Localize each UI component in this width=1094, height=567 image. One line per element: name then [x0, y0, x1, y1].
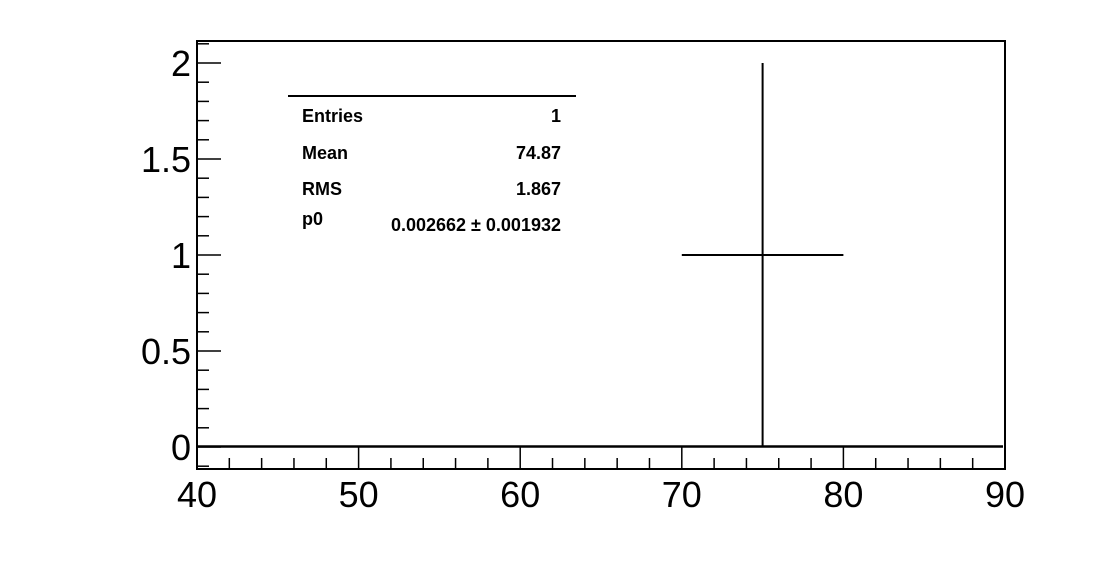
y-tick-label: 0 — [171, 427, 191, 468]
x-tick-labels: 40 50 60 70 80 90 — [177, 474, 1025, 515]
stats-label: Mean — [302, 143, 348, 163]
y-tick-label: 2 — [171, 43, 191, 84]
y-tick-labels: 0 0.5 1 1.5 2 — [141, 43, 191, 468]
x-tick-label: 90 — [985, 474, 1025, 515]
y-tick-label: 0.5 — [141, 331, 191, 372]
x-tick-label: 70 — [662, 474, 702, 515]
stats-value: 0.002662 ± 0.001932 — [391, 215, 561, 235]
data-marks — [197, 63, 1003, 448]
x-tick-label: 40 — [177, 474, 217, 515]
stats-label: RMS — [302, 179, 342, 199]
y-tick-label: 1.5 — [141, 139, 191, 180]
stats-value: 1 — [551, 106, 561, 126]
stats-label: p0 — [302, 209, 323, 229]
x-tick-label: 50 — [339, 474, 379, 515]
x-tick-label: 60 — [500, 474, 540, 515]
stats-value: 1.867 — [516, 179, 561, 199]
stats-value: 74.87 — [516, 143, 561, 163]
y-tick-label: 1 — [171, 235, 191, 276]
stats-label: Entries — [302, 106, 363, 126]
stats-box: Entries 1 Mean 74.87 RMS 1.867 p0 0.002662 ± 0.… — [288, 95, 576, 235]
x-tick-label: 80 — [823, 474, 863, 515]
